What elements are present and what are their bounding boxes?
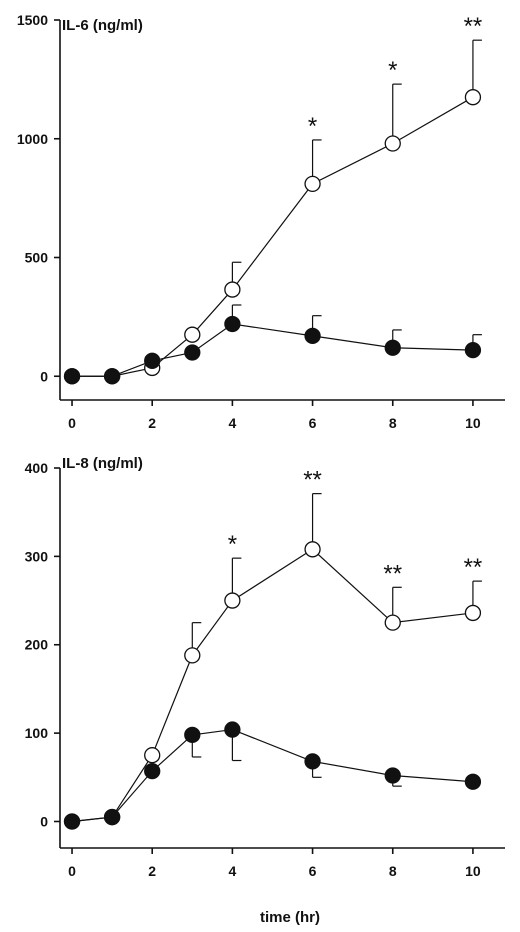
il6-y-tick-label: 500 bbox=[25, 250, 49, 266]
il8-y-tick-label: 0 bbox=[40, 813, 48, 829]
il8-x-tick-label: 8 bbox=[389, 863, 397, 879]
il8-x-tick-label: 6 bbox=[309, 863, 317, 879]
il6-x-tick-label: 6 bbox=[309, 415, 317, 431]
il6-x-tick-label: 4 bbox=[228, 415, 236, 431]
il8-y-tick-label: 100 bbox=[25, 725, 49, 741]
il6-y-tick-label: 0 bbox=[40, 368, 48, 384]
il8-filled-point bbox=[464, 773, 482, 790]
il8-significance-marker: ** bbox=[303, 467, 322, 494]
il8-open-point bbox=[224, 592, 241, 609]
il6-y-tick-label: 1500 bbox=[17, 12, 48, 28]
il6-filled-point bbox=[304, 327, 321, 345]
il6-x-tick-label: 0 bbox=[68, 415, 76, 431]
il6-filled-point bbox=[63, 368, 81, 385]
il8-y-tick-label: 400 bbox=[25, 460, 49, 476]
il8-axis-title: IL-8 (ng/ml) bbox=[62, 455, 143, 472]
il8-filled-point bbox=[184, 726, 201, 744]
il8-significance-marker: ** bbox=[383, 560, 402, 587]
il8-x-tick-label: 4 bbox=[228, 863, 236, 879]
il6-significance-marker: ** bbox=[464, 13, 483, 40]
il6-filled-point bbox=[144, 352, 161, 369]
x-axis-label: time (hr) bbox=[260, 909, 320, 926]
il8-open-series-line bbox=[71, 548, 474, 823]
il8-x-tick-label: 2 bbox=[148, 863, 156, 879]
il8-open-point bbox=[184, 647, 201, 664]
il8-filled-point bbox=[63, 813, 81, 830]
il8-x-tick-label: 10 bbox=[465, 863, 481, 879]
il6-filled-point bbox=[224, 315, 241, 333]
il6-filled-point bbox=[184, 344, 201, 361]
il6-x-tick-label: 2 bbox=[148, 415, 156, 431]
il6-y-tick-label: 1000 bbox=[17, 131, 48, 147]
il8-significance-marker: * bbox=[228, 531, 237, 558]
il6-open-point bbox=[184, 326, 201, 343]
il6-filled-point bbox=[384, 339, 401, 356]
il6-open-point bbox=[384, 135, 401, 152]
il8-y-tick-label: 200 bbox=[25, 637, 49, 653]
il8-significance-marker: ** bbox=[464, 554, 483, 581]
il8-open-point bbox=[464, 604, 482, 622]
il8-filled-point bbox=[224, 721, 241, 738]
il6-filled-series-line bbox=[72, 323, 473, 377]
il6-open-point bbox=[224, 281, 241, 298]
il6-significance-marker: * bbox=[388, 57, 397, 84]
il6-x-tick-label: 8 bbox=[389, 415, 397, 431]
il6-open-point bbox=[304, 175, 321, 193]
il8-filled-point bbox=[384, 767, 401, 784]
il8-x-tick-label: 0 bbox=[68, 863, 76, 879]
il8-open-point bbox=[304, 541, 321, 558]
il8-open-point bbox=[144, 747, 161, 764]
il8-filled-point bbox=[103, 808, 121, 826]
il6-axis-title: IL-6 (ng/ml) bbox=[62, 17, 143, 34]
il8-open-point bbox=[384, 614, 401, 631]
il6-filled-point bbox=[464, 341, 482, 359]
il6-open-point bbox=[464, 89, 482, 106]
il6-x-tick-label: 10 bbox=[465, 415, 481, 431]
il6-open-series-line bbox=[72, 96, 474, 377]
il8-filled-point bbox=[144, 762, 161, 780]
il8-filled-point bbox=[304, 753, 321, 770]
il8-filled-series-line bbox=[71, 728, 473, 823]
il8-y-tick-label: 300 bbox=[25, 548, 49, 564]
il6-filled-point bbox=[103, 368, 121, 385]
il6-significance-marker: * bbox=[308, 113, 317, 140]
